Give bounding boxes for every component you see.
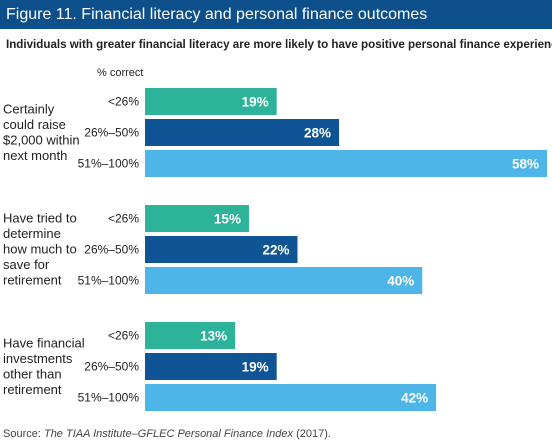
data-label: 28% — [304, 126, 331, 141]
bar-3-3 — [145, 384, 437, 411]
data-label: 22% — [262, 243, 289, 258]
figure-title: Figure 11. Financial literacy and person… — [0, 0, 552, 29]
figure-subtitle: Individuals with greater financial liter… — [6, 38, 552, 51]
data-label: 42% — [401, 391, 428, 406]
bar-3-1 — [145, 322, 236, 349]
bar-1-1 — [145, 88, 277, 115]
group-label-line: could raise — [3, 117, 66, 132]
category-tick-label: 26%–50% — [84, 243, 139, 257]
category-tick-label: 51%–100% — [78, 391, 140, 405]
group-label-line: other than — [3, 366, 62, 381]
category-tick-label: <26% — [108, 95, 139, 109]
bar-3-2 — [145, 353, 277, 380]
bar-2-1 — [145, 205, 249, 232]
group-label-line: $2,000 within — [3, 132, 80, 147]
data-label: 40% — [387, 274, 414, 289]
group-label-line: retirement — [3, 273, 62, 288]
group-label-line: Certainly — [3, 101, 55, 116]
group-label-line: retirement — [3, 382, 62, 397]
group-label-line: Have financial — [3, 335, 85, 350]
category-tick-label: 26%–50% — [84, 126, 139, 140]
category-tick-label: <26% — [108, 329, 139, 343]
data-label: 58% — [512, 157, 539, 172]
bar-2-2 — [145, 236, 298, 263]
category-tick-label: 26%–50% — [84, 360, 139, 374]
group-label-1: Certainly could raise $2,000 within next mo… — [3, 101, 80, 163]
group-label-line: save for — [3, 257, 50, 272]
source-title: The TIAA Institute–GFLEC Personal Financ… — [43, 428, 294, 440]
category-tick-label: 51%–100% — [78, 157, 140, 171]
source-note: Source: The TIAA Institute–GFLEC Persona… — [3, 428, 331, 440]
source-prefix: Source: — [3, 428, 44, 440]
bar-1-2 — [145, 119, 340, 146]
group-label-2: Have tried to determine how much to save fo… — [3, 211, 77, 288]
group-label-line: next month — [3, 148, 67, 163]
group-label-3: Have financial investments other than retir… — [3, 335, 85, 397]
source-suffix: (2017). — [293, 428, 331, 440]
category-tick-label: <26% — [108, 212, 139, 226]
bar-2-3 — [145, 267, 423, 294]
column-header: % correct — [97, 67, 143, 79]
group-label-line: investments — [3, 351, 73, 366]
category-tick-label: 51%–100% — [78, 274, 140, 288]
group-label-line: determine — [3, 226, 61, 241]
data-label: 13% — [200, 329, 227, 344]
data-label: 19% — [242, 360, 269, 375]
data-label: 19% — [242, 95, 269, 110]
group-label-line: how much to — [3, 242, 77, 257]
bar-1-3 — [145, 150, 547, 177]
data-label: 15% — [214, 212, 241, 227]
group-label-line: Have tried to — [3, 211, 77, 226]
